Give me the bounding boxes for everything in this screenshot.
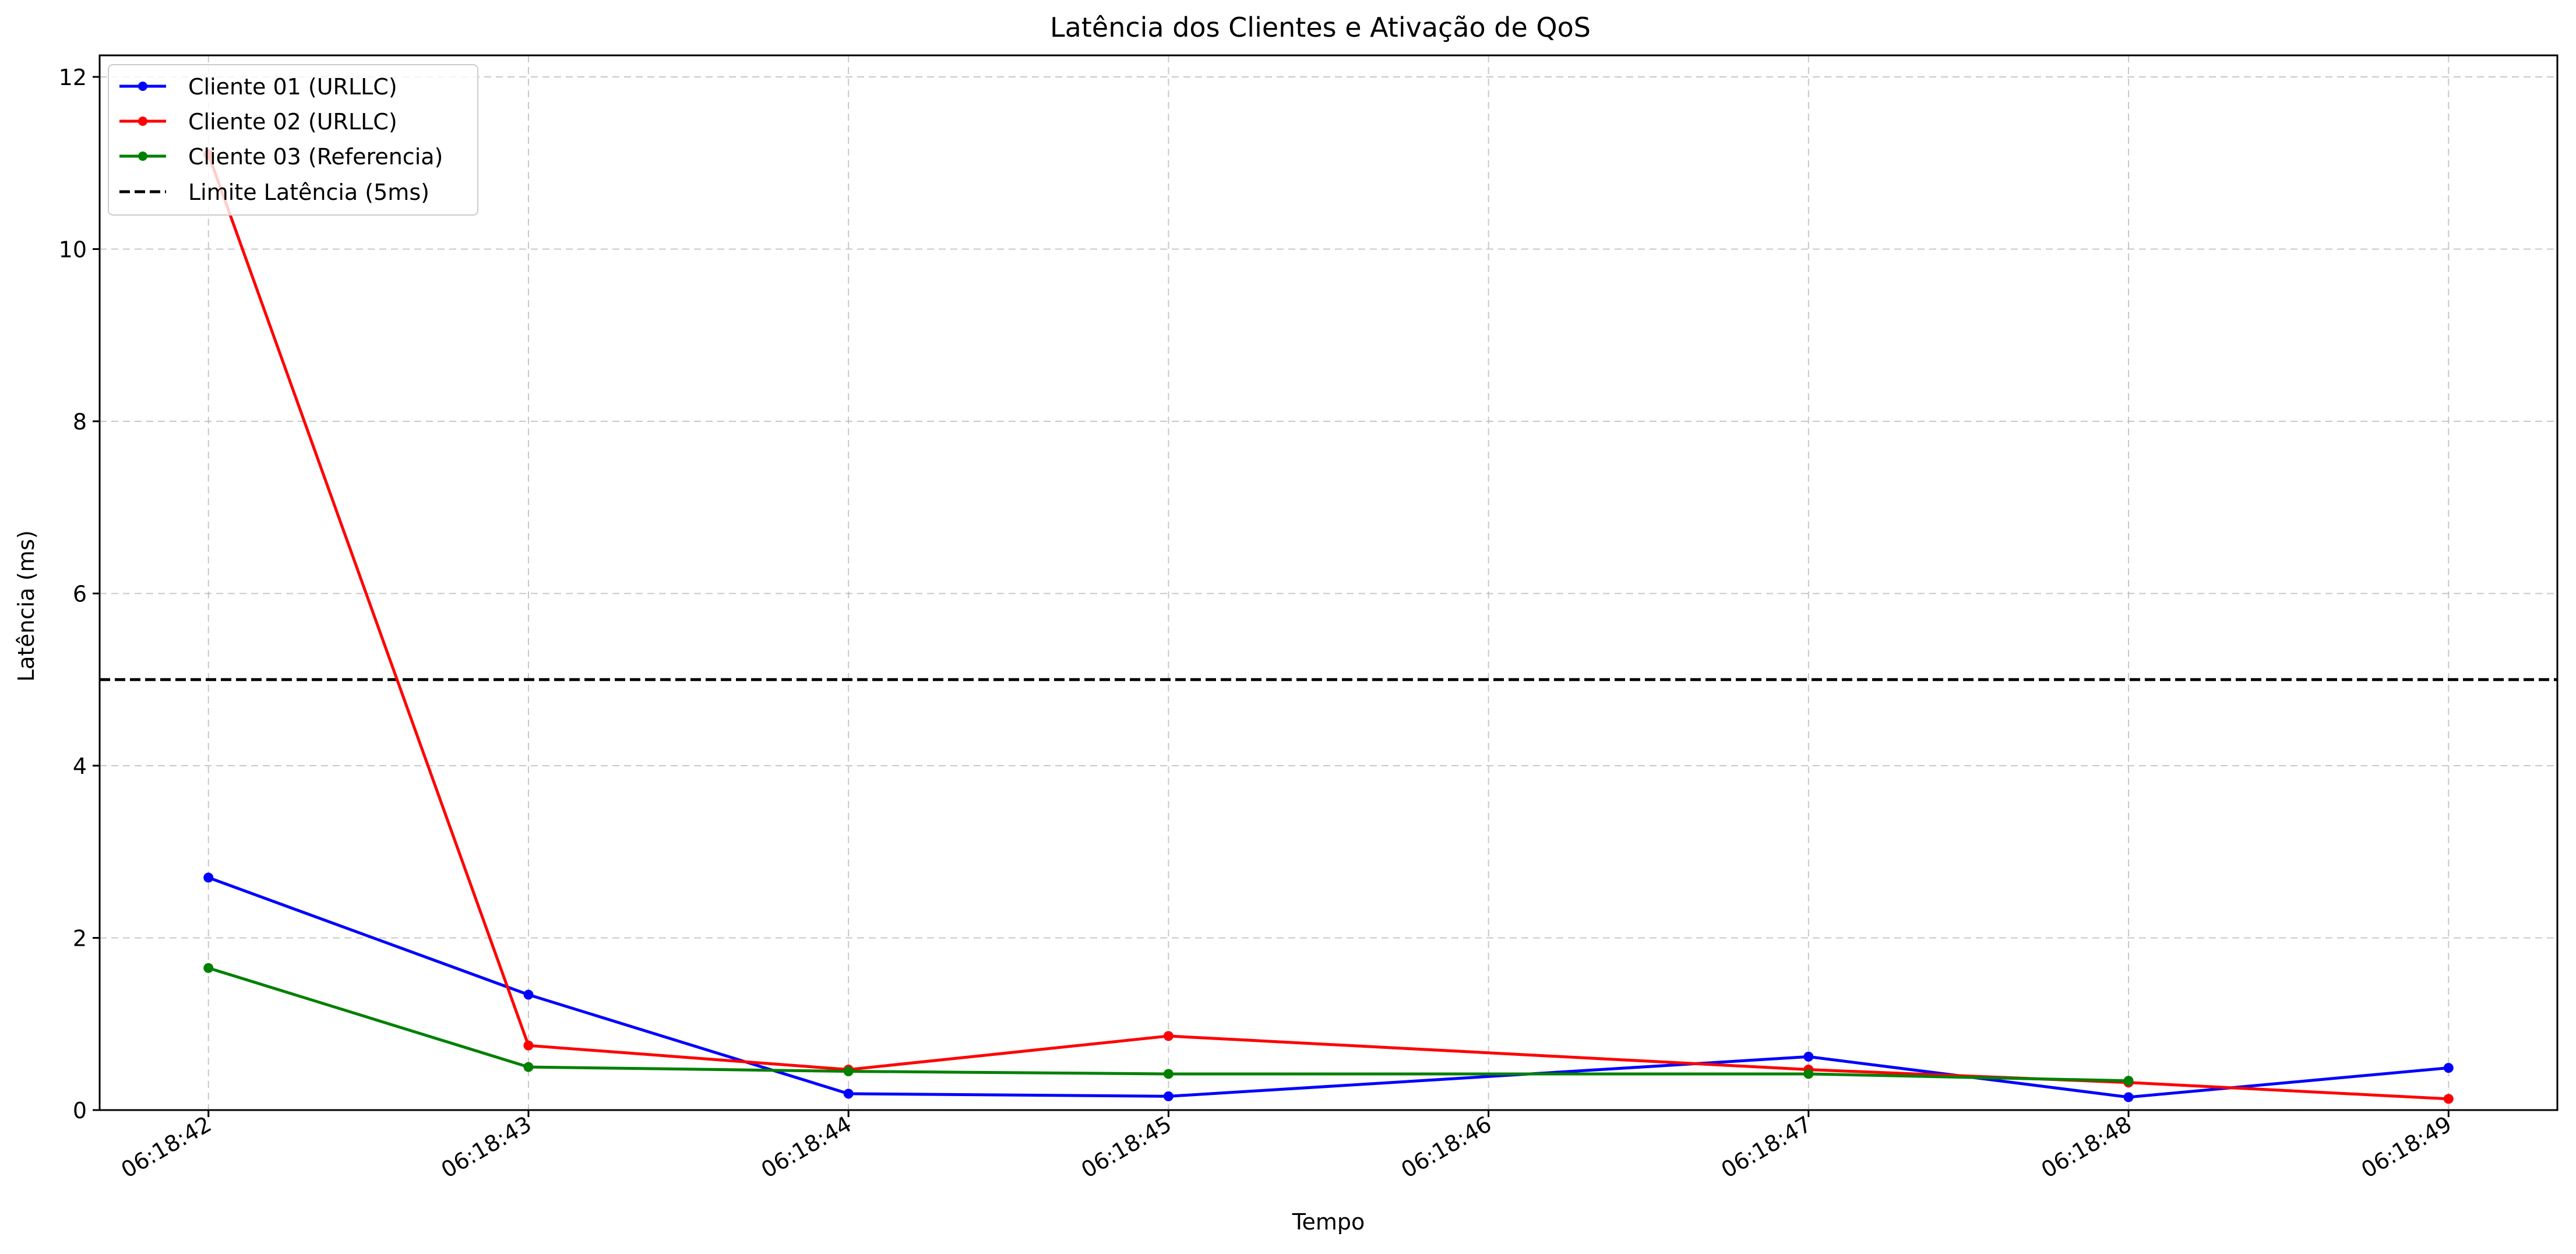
x-axis-label: Tempo <box>1292 1209 1365 1235</box>
data-point-series-1 <box>523 989 534 1000</box>
y-tick-label: 0 <box>73 1098 87 1123</box>
data-point-series-3 <box>843 1066 854 1077</box>
chart-title: Latência dos Clientes e Ativação de QoS <box>1050 12 1591 43</box>
legend-label-limite: Limite Latência (5ms) <box>188 179 429 205</box>
data-point-series-2 <box>523 1040 534 1051</box>
data-point-series-3 <box>1163 1069 1174 1079</box>
y-axis-label: Latência (ms) <box>13 530 39 682</box>
series-line-3 <box>207 966 2129 1083</box>
data-point-series-1 <box>2123 1092 2134 1102</box>
series-layer <box>203 149 2454 1104</box>
legend-box <box>108 64 478 216</box>
data-point-series-2 <box>2443 1094 2454 1104</box>
data-point-series-2 <box>1163 1031 1174 1041</box>
legend-label-cliente-03: Cliente 03 (Referencia) <box>188 144 443 170</box>
grid <box>100 55 2557 1111</box>
y-tick-label: 6 <box>73 581 87 607</box>
data-point-series-1 <box>843 1089 854 1099</box>
y-tick-label: 12 <box>59 65 87 90</box>
y-tick-label: 4 <box>73 753 87 779</box>
legend-label-cliente-02: Cliente 02 (URLLC) <box>188 109 397 135</box>
data-point-series-1 <box>203 872 214 883</box>
data-point-series-3 <box>2123 1076 2134 1086</box>
legend-marker-cliente-03 <box>138 152 147 161</box>
data-point-series-1 <box>1803 1051 1814 1062</box>
plot-area-frame <box>98 54 2559 1111</box>
legend-label-cliente-01: Cliente 01 (URLLC) <box>188 74 397 100</box>
y-tick-label: 2 <box>73 925 87 951</box>
legend-marker-cliente-02 <box>138 117 147 126</box>
data-point-series-3 <box>523 1062 534 1072</box>
legend: Cliente 01 (URLLC) Cliente 02 (URLLC) Cl… <box>108 64 478 216</box>
data-point-series-1 <box>1163 1091 1174 1101</box>
data-point-series-3 <box>1803 1069 1814 1079</box>
y-tick-label: 8 <box>73 409 87 435</box>
legend-marker-cliente-01 <box>138 82 147 91</box>
y-tick-label: 10 <box>59 237 87 262</box>
data-point-series-3 <box>203 963 214 973</box>
data-point-series-1 <box>2443 1063 2454 1073</box>
